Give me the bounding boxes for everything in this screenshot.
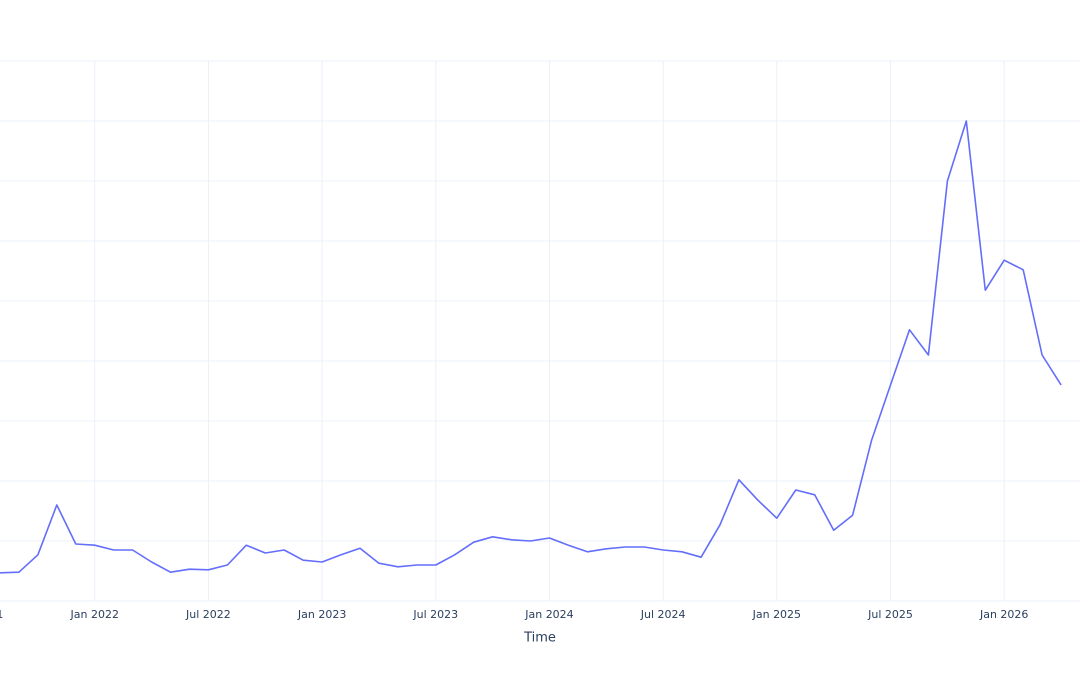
x-tick-label: Jul 2022 — [185, 608, 231, 621]
x-tick-label: Jan 2024 — [524, 608, 573, 621]
x-tick-label: Jan 2023 — [297, 608, 346, 621]
x-tick-label: Jul 2021 — [0, 608, 3, 621]
x-tick-label: Jul 2023 — [412, 608, 458, 621]
x-tick-label: Jul 2024 — [640, 608, 686, 621]
x-axis-title: Time — [523, 631, 556, 646]
grid — [0, 60, 1080, 602]
x-tick-label: Jul 2025 — [867, 608, 913, 621]
data-line — [0, 120, 1062, 574]
x-tick-label: Jan 2025 — [752, 608, 801, 621]
x-tick-label: Jan 2022 — [70, 608, 119, 621]
x-tick-label: Jan 2026 — [979, 608, 1028, 621]
